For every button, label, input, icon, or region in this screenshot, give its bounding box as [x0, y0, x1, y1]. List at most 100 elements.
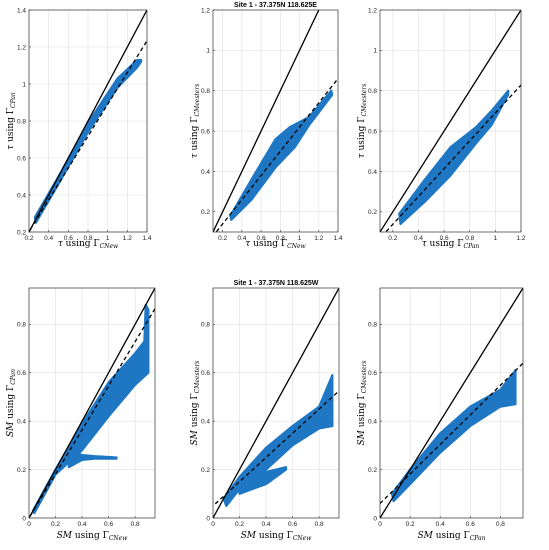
x-tick-label: 0.8 — [465, 235, 474, 242]
y-tick-label: 0.8 — [201, 322, 210, 329]
x-axis-label: SM using ΓCNew — [57, 531, 129, 542]
x-tick-label: 1 — [106, 235, 110, 242]
y-tick-label: 0.6 — [368, 370, 377, 377]
x-axis-label: τ using ΓCNew — [58, 239, 119, 250]
x-tick-label: 0.2 — [388, 235, 397, 242]
x-tick-label: 0.2 — [406, 521, 415, 528]
y-tick-label: 0 — [22, 515, 26, 522]
one-to-one-line — [380, 288, 523, 518]
y-tick-label: 0.8 — [17, 322, 26, 329]
x-tick-label: 0.4 — [44, 235, 53, 242]
x-tick-label: 0.2 — [235, 521, 244, 528]
x-tick-label: 0.4 — [78, 521, 87, 528]
y-axis-label-var: τ — [357, 150, 367, 158]
y-tick-label: 0.2 — [201, 209, 210, 216]
x-tick-label: 0.2 — [51, 521, 60, 528]
one-to-one-line — [29, 288, 155, 518]
plot-area — [213, 10, 338, 232]
x-tick-label: 0.8 — [315, 521, 324, 528]
x-tick-label: 1.2 — [123, 235, 132, 242]
x-tick-label: 1.4 — [333, 235, 342, 242]
x-axis-label-sub: CPan — [464, 243, 480, 250]
y-tick-label: 0.8 — [201, 88, 210, 95]
panel-6: 0 0.2 0.4 0.6 0.800.20.40.60.8SM using ΓCPan… — [357, 287, 524, 542]
x-axis-label-var: τ — [422, 239, 430, 249]
scatter-band — [229, 89, 334, 221]
y-axis-label-sub: CMeesters — [361, 84, 368, 117]
fit-line — [380, 362, 523, 505]
y-tick-label: 0.4 — [201, 418, 210, 425]
plot-content — [29, 10, 147, 232]
y-axis-label: τ using ΓCMeesters — [190, 84, 201, 159]
y-tick-label: 0.6 — [17, 370, 26, 377]
scatter-tail — [238, 466, 288, 495]
y-axis-label-word: using Γ — [6, 108, 16, 142]
one-to-one-line — [29, 10, 147, 232]
y-tick-label: 0.6 — [201, 128, 210, 135]
y-tick-label: 0.4 — [368, 418, 377, 425]
y-axis-label-word: using Γ — [6, 385, 16, 419]
x-axis-label-word: using Γ — [436, 531, 470, 541]
x-tick-label: 0.4 — [414, 235, 423, 242]
x-tick-label: 0.8 — [131, 521, 140, 528]
y-axis-label-word: using Γ — [357, 117, 367, 151]
y-tick-label: 1.2 — [17, 44, 26, 51]
scatter-band — [390, 369, 517, 503]
y-axis-label-word: using Γ — [190, 393, 200, 427]
y-tick-label: 1 — [22, 81, 26, 88]
chart-title: Site 1 - 37.375N 118.625W — [234, 280, 319, 287]
y-axis-label-sub: CMeesters — [194, 360, 201, 393]
x-axis-label: τ using ΓCPan — [422, 239, 480, 250]
y-tick-label: 0.4 — [201, 169, 210, 176]
x-axis-label-sub: CNew — [109, 535, 128, 542]
x-axis-label-sub: CPan — [470, 535, 486, 542]
y-axis-label-sub: CPan — [10, 369, 17, 385]
y-axis-label-var: SM — [6, 419, 16, 437]
y-tick-label: 0.2 — [368, 467, 377, 474]
y-tick-label: 1.4 — [17, 7, 26, 14]
x-tick-label: 1 — [298, 235, 302, 242]
x-tick-label: 0.6 — [288, 521, 297, 528]
panel-3: 0.2 0.4 0.6 0.8 1 1.2 0.2 0.4 0.6 0.8 1 1.2 τ using … — [357, 7, 526, 250]
y-tick-label: 0.4 — [17, 418, 26, 425]
panel-2: 0.2 0.4 0.6 0.8 1 1.2 1.4 0.2 0.4 0.6 0.8 1 1.2 Site … — [190, 2, 343, 250]
fit-line — [384, 84, 521, 232]
y-tick-label: 0.6 — [201, 370, 210, 377]
fit-line — [215, 77, 338, 232]
plot-frame — [28, 9, 148, 233]
y-axis-label: SM using ΓCMeesters — [190, 360, 201, 445]
x-tick-label: 0.4 — [436, 521, 445, 528]
x-tick-label: 1 — [494, 235, 498, 242]
y-tick-label: 1.2 — [201, 7, 210, 14]
y-tick-label: 0.2 — [17, 467, 26, 474]
x-axis-label: SM using ΓCNew — [241, 531, 313, 542]
x-tick-label: 1.2 — [314, 235, 323, 242]
y-tick-label: 0 — [373, 515, 377, 522]
x-tick-label: 0.4 — [237, 235, 246, 242]
one-to-one-line — [213, 288, 339, 518]
y-tick-label: 0.8 — [368, 88, 377, 95]
x-tick-label: 0.8 — [83, 235, 92, 242]
x-tick-label: 0.6 — [257, 235, 266, 242]
y-tick-label: 0.6 — [368, 128, 377, 135]
y-tick-label: 0.8 — [368, 322, 377, 329]
y-tick-label: 0.8 — [17, 118, 26, 125]
panel-1: 0.2 0.4 0.6 0.8 1 1.2 1.4 0.2 0.4 0.6 0.8 1 1.2 1.4 τ … — [6, 7, 152, 250]
y-tick-label: 1 — [373, 48, 377, 55]
y-axis-label-var: SM — [190, 427, 200, 445]
plot-content — [380, 288, 523, 518]
y-tick-label: 1.2 — [368, 7, 377, 14]
y-axis-label: τ using ΓCPan — [6, 92, 17, 150]
x-axis-label: τ using ΓCNew — [245, 239, 306, 250]
y-axis-label-var: τ — [6, 142, 16, 150]
plot-frame — [379, 9, 522, 233]
y-tick-label: 0.4 — [17, 192, 26, 199]
y-axis-label-sub: CMeesters — [361, 360, 368, 393]
y-axis-label: τ using ΓCMeesters — [357, 84, 368, 159]
y-axis-label: SM using ΓCMeesters — [357, 360, 368, 445]
y-axis-label-sub: CPan — [10, 92, 17, 108]
x-axis-label-word: using Γ — [259, 531, 293, 541]
one-to-one-line — [380, 10, 521, 232]
y-axis-label: SM using ΓCPan — [6, 369, 17, 437]
